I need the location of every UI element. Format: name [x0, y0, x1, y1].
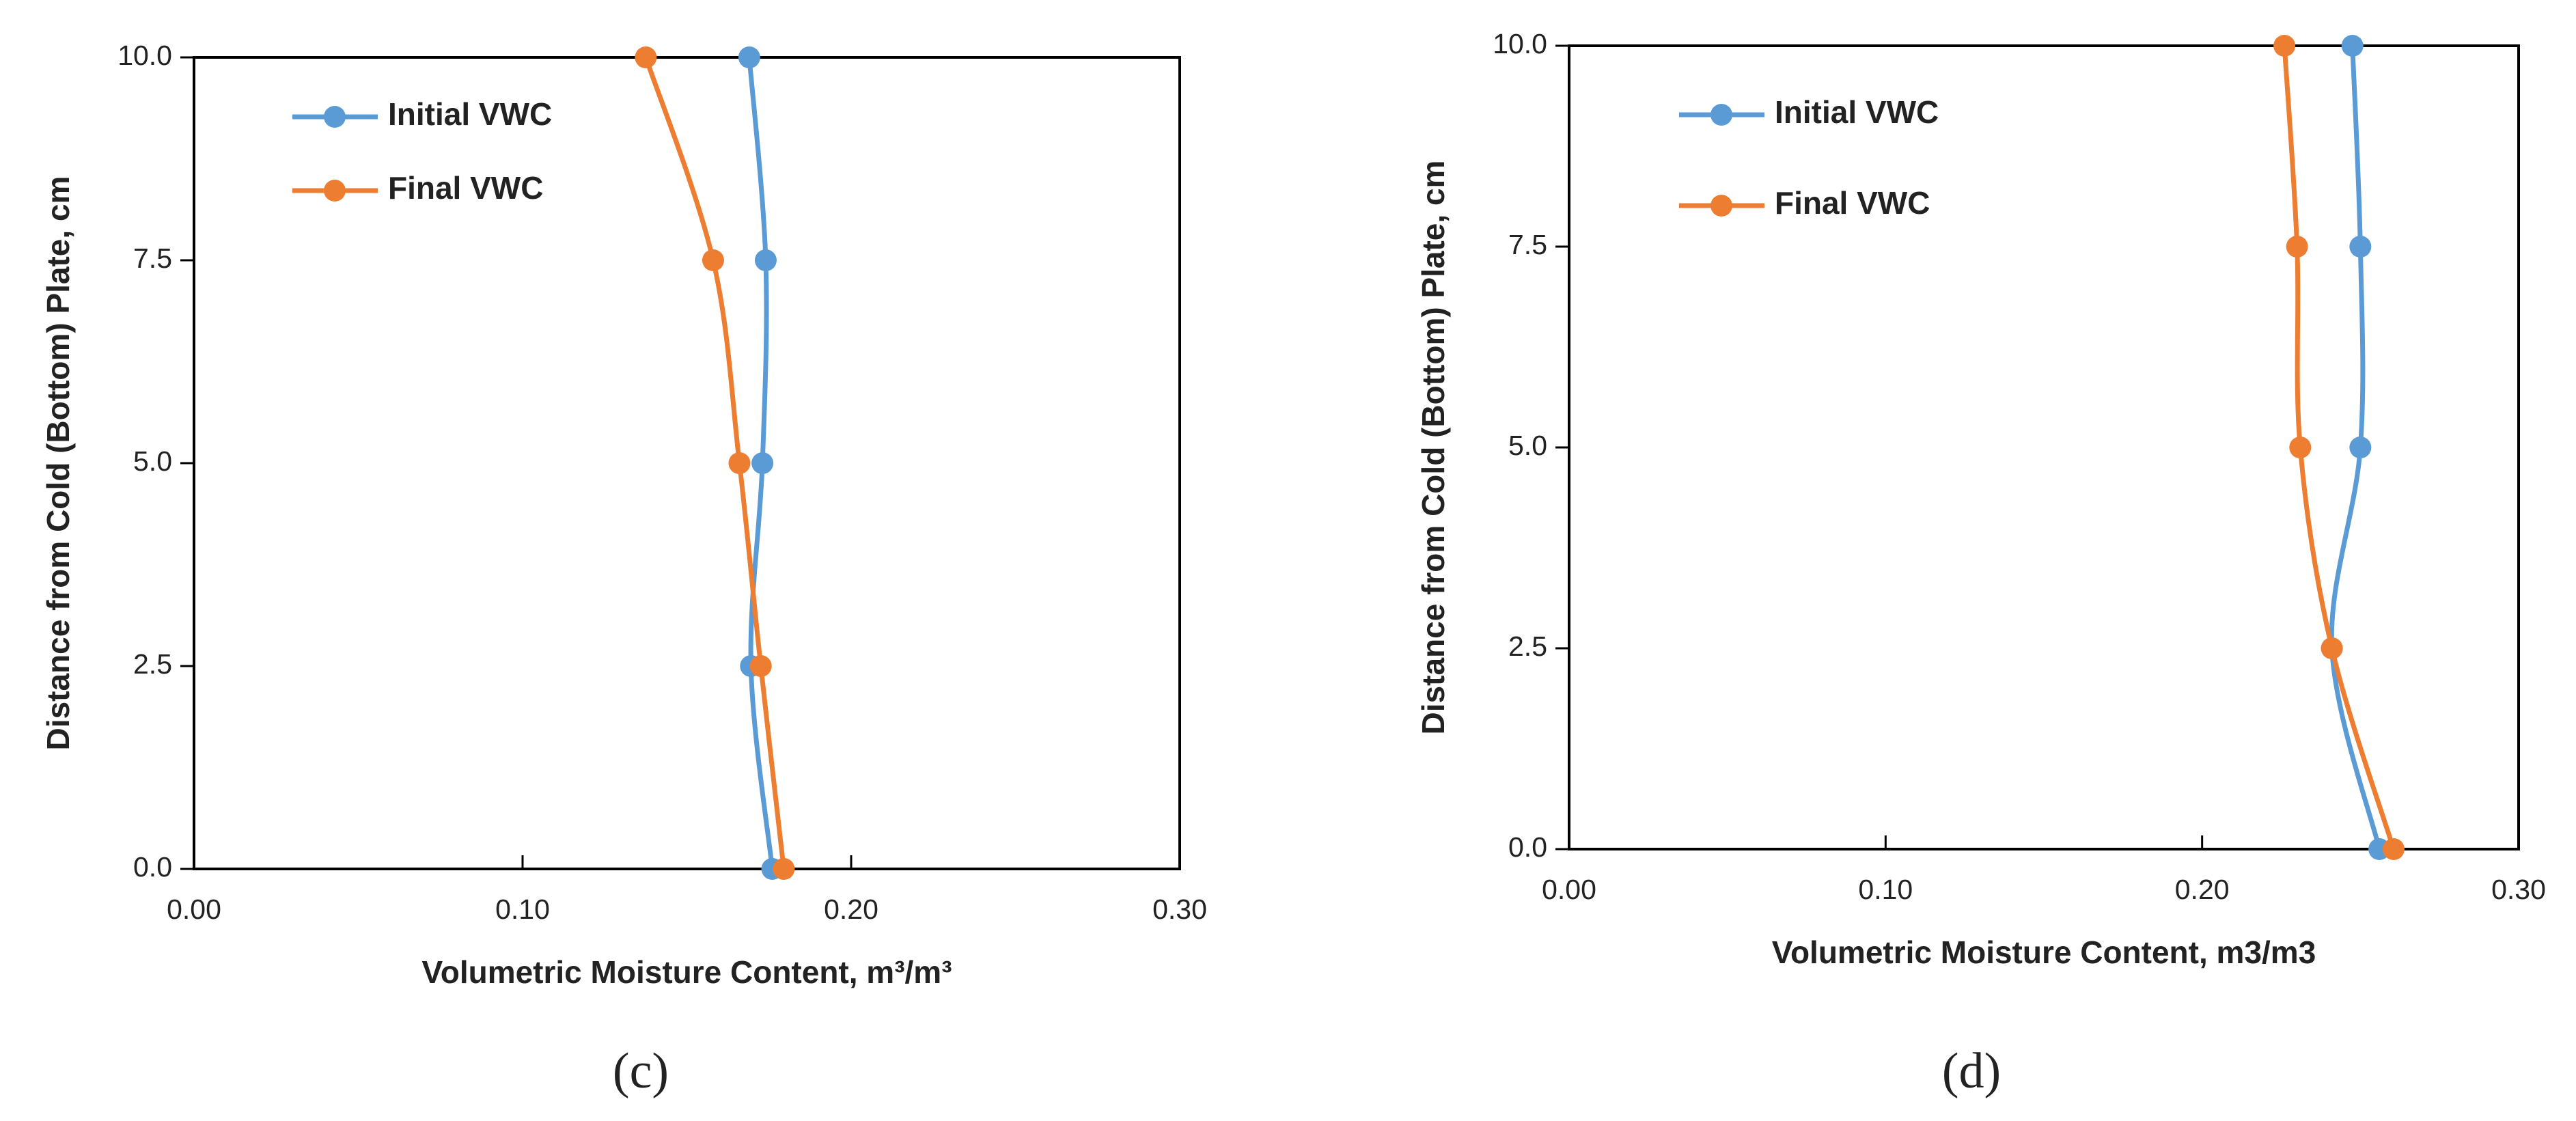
- y-tick-label: 0.0: [133, 851, 172, 883]
- plot-frame: [1568, 44, 2520, 850]
- data-point: [2286, 236, 2308, 258]
- x-axis-label: Volumetric Moisture Content, m³/m³: [421, 954, 952, 990]
- y-tick-label: 10.0: [1493, 28, 1547, 59]
- legend-marker: [1711, 104, 1732, 126]
- data-point: [754, 249, 777, 271]
- legend-label: Final VWC: [388, 170, 543, 206]
- legend-marker: [324, 180, 346, 202]
- data-point: [2341, 35, 2364, 57]
- data-point: [751, 452, 774, 474]
- data-point: [702, 249, 724, 271]
- legend-marker: [324, 106, 346, 128]
- x-axis-label: Volumetric Moisture Content, m3/m3: [1772, 935, 2316, 970]
- y-tick-label: 2.5: [133, 648, 172, 680]
- y-tick-label: 5.0: [1508, 430, 1547, 461]
- x-tick-label: 0.30: [2491, 874, 2546, 905]
- data-point: [2349, 236, 2372, 258]
- legend-label: Initial VWC: [1775, 94, 1939, 130]
- data-point: [2382, 838, 2405, 860]
- y-axis-label: Distance from Cold (Bottom) Plate, cm: [1415, 161, 1451, 735]
- y-tick-label: 7.5: [1508, 229, 1547, 260]
- data-point: [2273, 35, 2296, 57]
- data-point: [749, 655, 772, 677]
- data-point: [2321, 637, 2343, 659]
- y-tick-label: 2.5: [1508, 631, 1547, 662]
- data-point: [738, 46, 760, 68]
- x-tick-label: 0.10: [495, 894, 550, 925]
- y-tick-label: 0.0: [1508, 831, 1547, 863]
- y-tick-label: 10.0: [117, 40, 172, 71]
- y-tick-label: 7.5: [133, 243, 172, 274]
- data-point: [635, 46, 657, 68]
- data-point: [2289, 437, 2312, 458]
- chart: 0.00 0.10 0.20 0.30 0.0 2.5 5.0 7.5 10.0 Volumetr…: [40, 40, 1207, 1099]
- y-axis-label: Distance from Cold (Bottom) Plate, cm: [40, 176, 76, 751]
- data-point: [773, 858, 795, 880]
- legend-marker: [1711, 195, 1732, 217]
- y-tick-label: 5.0: [133, 445, 172, 477]
- data-point: [2349, 437, 2372, 458]
- caption: (d): [1942, 1043, 2001, 1099]
- legend-label: Final VWC: [1775, 185, 1930, 221]
- caption: (c): [613, 1043, 669, 1099]
- x-tick-label: 0.10: [1858, 874, 1913, 905]
- data-point: [728, 452, 751, 474]
- chart: 0.00 0.10 0.20 0.30 0.0 2.5 5.0 7.5 10.0 Volumetr…: [1415, 28, 2546, 1099]
- legend-label: Initial VWC: [388, 96, 552, 132]
- x-tick-label: 0.00: [167, 894, 221, 925]
- x-tick-label: 0.20: [2175, 874, 2230, 905]
- x-tick-label: 0.00: [1542, 874, 1596, 905]
- x-tick-label: 0.30: [1152, 894, 1207, 925]
- x-tick-label: 0.20: [824, 894, 878, 925]
